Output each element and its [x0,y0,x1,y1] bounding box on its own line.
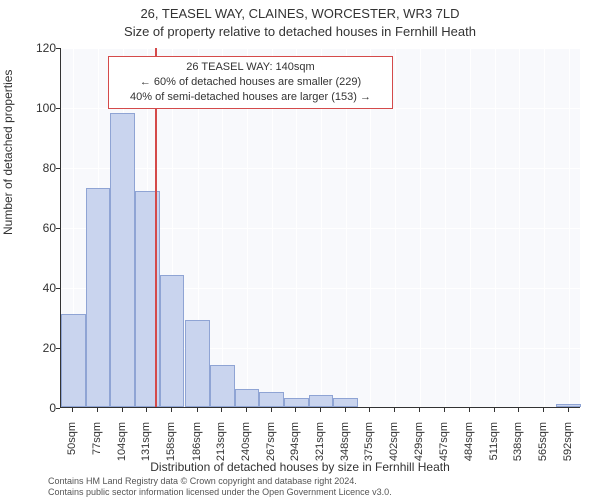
y-tick [56,348,60,349]
x-tick [221,408,222,412]
x-tick-label: 213sqm [215,422,227,472]
y-tick [56,408,60,409]
gridline-v [445,48,446,407]
x-tick [369,408,370,412]
x-tick [543,408,544,412]
histogram-bar [210,365,235,407]
x-tick-label: 375sqm [363,422,375,472]
x-tick [394,408,395,412]
credits-line-1: Contains HM Land Registry data © Crown c… [48,476,392,487]
x-tick-label: 592sqm [562,422,574,472]
chart-title: Size of property relative to detached ho… [0,24,600,39]
x-tick-label: 457sqm [438,422,450,472]
credits: Contains HM Land Registry data © Crown c… [48,476,392,499]
histogram-bar [284,398,309,407]
x-tick [122,408,123,412]
credits-line-2: Contains public sector information licen… [48,487,392,498]
x-tick [469,408,470,412]
x-tick-label: 321sqm [314,422,326,472]
x-tick [197,408,198,412]
gridline-v [544,48,545,407]
x-tick [146,408,147,412]
x-tick [444,408,445,412]
annotation-line: ← 60% of detached houses are smaller (22… [115,75,386,90]
x-tick [494,408,495,412]
x-tick-label: 294sqm [289,422,301,472]
x-tick-label: 131sqm [140,422,152,472]
x-tick-label: 429sqm [413,422,425,472]
annotation-line: 26 TEASEL WAY: 140sqm [115,60,386,75]
y-tick-label: 20 [16,341,56,355]
x-tick-label: 402sqm [388,422,400,472]
x-tick-label: 104sqm [116,422,128,472]
y-tick [56,168,60,169]
x-tick-label: 50sqm [66,422,78,472]
histogram-bar [61,314,86,407]
x-tick [72,408,73,412]
histogram-bar [259,392,284,407]
y-tick-label: 100 [16,101,56,115]
histogram-bar [333,398,358,407]
x-tick [295,408,296,412]
histogram-bar [309,395,334,407]
x-tick-label: 267sqm [265,422,277,472]
y-tick [56,48,60,49]
x-tick [246,408,247,412]
gridline-v [519,48,520,407]
x-tick [419,408,420,412]
gridline-v [470,48,471,407]
x-tick-label: 348sqm [339,422,351,472]
annotation-line: 40% of semi-detached houses are larger (… [115,90,386,105]
y-tick [56,108,60,109]
histogram-bar [235,389,260,407]
x-tick-label: 240sqm [240,422,252,472]
y-tick-label: 60 [16,221,56,235]
x-tick-label: 484sqm [463,422,475,472]
x-tick-label: 77sqm [91,422,103,472]
y-tick-label: 80 [16,161,56,175]
x-tick [568,408,569,412]
y-tick-label: 40 [16,281,56,295]
histogram-bar [556,404,581,407]
x-tick-label: 538sqm [512,422,524,472]
x-tick-label: 565sqm [537,422,549,472]
x-tick [271,408,272,412]
histogram-bar [185,320,210,407]
annotation-box: 26 TEASEL WAY: 140sqm← 60% of detached h… [108,56,393,109]
histogram-bar [160,275,185,407]
y-tick-label: 120 [16,41,56,55]
x-tick [171,408,172,412]
super-title: 26, TEASEL WAY, CLAINES, WORCESTER, WR3 … [0,6,600,21]
gridline-v [495,48,496,407]
x-tick [518,408,519,412]
gridline-v [395,48,396,407]
gridline-v [569,48,570,407]
x-tick [97,408,98,412]
x-tick-label: 511sqm [488,422,500,472]
x-tick [345,408,346,412]
gridline-v [420,48,421,407]
histogram-bar [110,113,135,407]
y-tick-label: 0 [16,401,56,415]
x-tick-label: 158sqm [165,422,177,472]
y-tick [56,288,60,289]
y-axis-label: Number of detached properties [1,70,15,235]
y-tick [56,228,60,229]
x-tick-label: 186sqm [191,422,203,472]
histogram-bar [86,188,111,407]
x-tick [320,408,321,412]
